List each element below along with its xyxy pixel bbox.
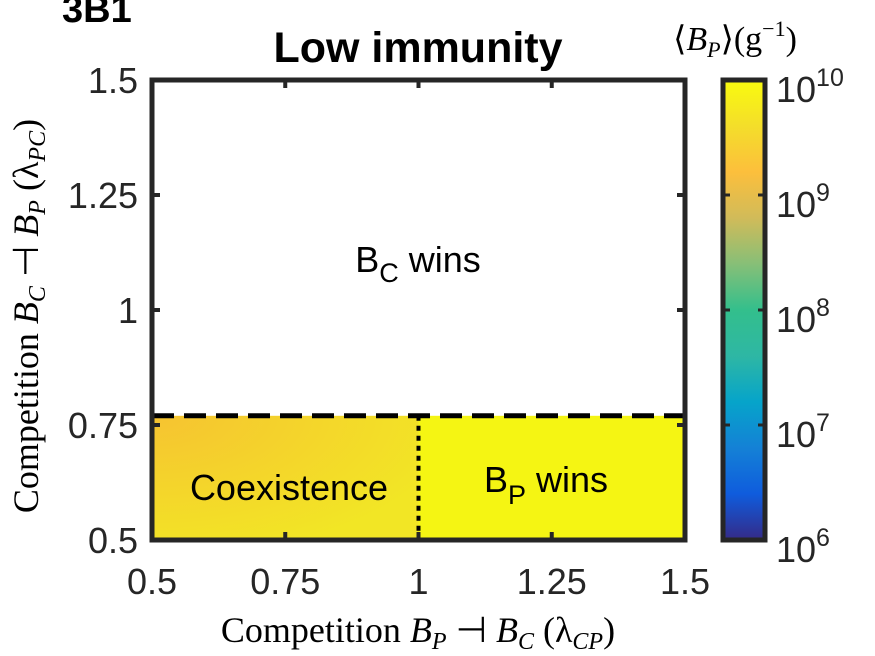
label-bc-wins-sub: C	[379, 258, 399, 288]
x-tick-label: 1.25	[517, 561, 587, 602]
label-bc-wins: BC wins	[355, 239, 481, 288]
y-tick-label: 1.25	[68, 175, 138, 216]
label-bc-wins-main: B	[355, 239, 379, 280]
y-tick-label: 0.75	[68, 405, 138, 446]
label-coexistence: Coexistence	[190, 467, 388, 508]
colorbar-tick-label: 1010	[776, 64, 844, 110]
colorbar-label: ⟨BP⟩(g−1)	[673, 16, 797, 62]
region-bp-wins	[418, 415, 685, 540]
x-ticks: 0.5 0.75 1 1.25 1.5	[127, 80, 710, 602]
x-axis-label: Competition BP ⊣ BC (λCP)	[221, 610, 615, 655]
panel-label: 3B1	[62, 0, 132, 31]
label-bp-wins-rest: wins	[526, 459, 608, 500]
colorbar-tick-label: 107	[776, 409, 830, 455]
colorbar-ticks: 106 107 108 109 1010	[723, 64, 844, 570]
colorbar-tick-label: 108	[776, 294, 830, 340]
x-tick-label: 1.5	[660, 561, 710, 602]
y-tick-label: 0.5	[88, 520, 138, 561]
label-bp-wins-sub: P	[508, 480, 526, 510]
x-tick-label: 0.75	[250, 561, 320, 602]
x-tick-label: 0.5	[127, 561, 177, 602]
region-coexistence	[152, 415, 419, 540]
colorbar-tick-label: 109	[776, 179, 830, 225]
label-bp-wins-main: B	[484, 459, 508, 500]
label-bp-wins: BP wins	[484, 459, 608, 510]
x-tick-label: 1	[408, 561, 428, 602]
y-tick-label: 1	[118, 290, 138, 331]
y-ticks: 0.5 0.75 1 1.25 1.5	[68, 60, 685, 561]
heatmap-regions	[152, 80, 685, 540]
colorbar-tick-label: 106	[776, 524, 830, 570]
label-bc-wins-rest: wins	[399, 239, 481, 280]
chart-title: Low immunity	[273, 24, 562, 72]
y-tick-label: 1.5	[88, 60, 138, 101]
y-axis-label: Competition BC ⊣ BP (λPC)	[6, 119, 51, 513]
region-bc-wins	[152, 80, 685, 416]
